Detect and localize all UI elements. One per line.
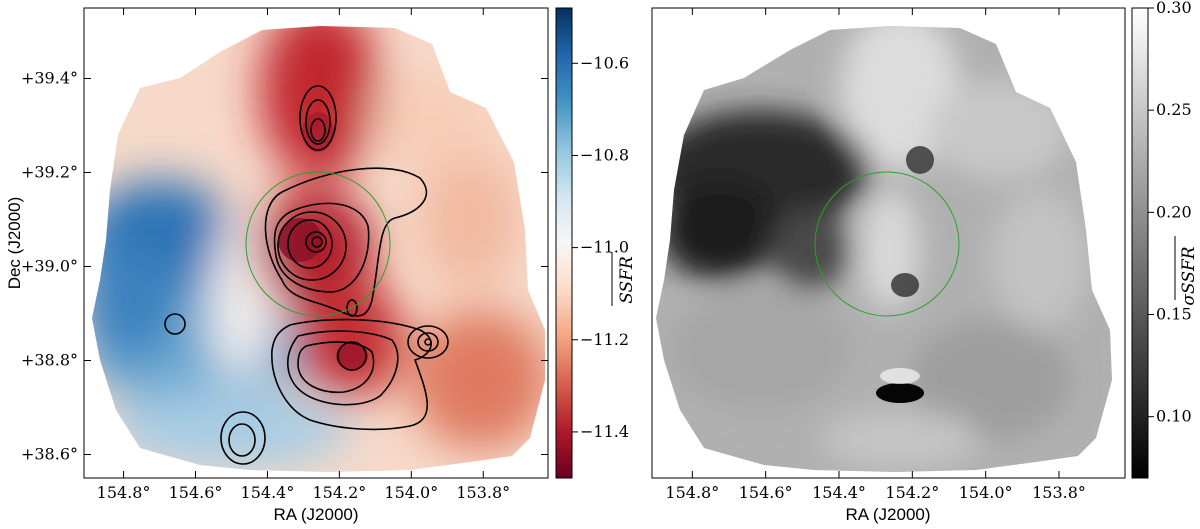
- x-tick-label: 154.8°: [665, 483, 719, 502]
- contour: [424, 338, 432, 346]
- contour: [305, 231, 327, 253]
- x-tick-label: 153.8°: [1032, 483, 1086, 502]
- y-tick-label: +39.0°: [21, 257, 78, 276]
- right-xlabel: RA (J2000): [845, 505, 930, 524]
- right-colorbar: 0.30 0.25 0.20 0.15 0.10 σSSFR: [1131, 0, 1199, 479]
- cluster-circle: [245, 171, 391, 317]
- right-map: [656, 26, 1112, 472]
- left-axes-frame: [83, 7, 549, 479]
- colorbar-tick-label: 0.25: [1156, 100, 1192, 119]
- colorbar-tick-label: 0.15: [1156, 305, 1192, 324]
- contour: [271, 318, 432, 431]
- contour: [299, 85, 337, 151]
- right-ticks: 154.8° 154.6° 154.4° 154.2° 154.0° 153.8°: [665, 8, 1086, 502]
- x-tick-label: 154.6°: [169, 483, 223, 502]
- y-tick-label: +38.6°: [21, 445, 78, 464]
- colorbar-tick-label: 0.30: [1156, 0, 1192, 17]
- contour: [264, 167, 427, 317]
- contour: [310, 118, 326, 142]
- y-tick-label: +38.8°: [21, 351, 78, 370]
- contour: [337, 341, 367, 371]
- x-tick-label: 154.2°: [885, 483, 939, 502]
- contour: [228, 423, 256, 457]
- left-map: [92, 26, 545, 472]
- x-tick-label: 154.2°: [312, 483, 366, 502]
- cluster-circle: [814, 171, 960, 317]
- colorbar-tick-label: −11.0: [580, 238, 629, 257]
- contour: [346, 299, 358, 317]
- left-ticks: 154.8° 154.6° 154.4° 154.2° 154.0° 153.8° +38.…: [21, 8, 548, 502]
- x-tick-label: 153.8°: [456, 483, 510, 502]
- contours: [164, 85, 449, 465]
- x-tick-label: 154.6°: [739, 483, 793, 502]
- contour: [305, 99, 331, 145]
- left-ylabel: Dec (J2000): [5, 197, 24, 290]
- contour: [407, 325, 449, 359]
- left-colorbar: −10.6 −10.8 −11.0 −11.2 −11.4 SSFR: [555, 7, 637, 479]
- x-tick-label: 154.0°: [384, 483, 438, 502]
- colorbar-tick-label: −10.6: [580, 53, 629, 72]
- right-colorbar-label: σSSFR: [1179, 246, 1199, 305]
- contour: [297, 341, 375, 394]
- left-colorbar-gradient: [555, 7, 573, 479]
- contour: [287, 330, 399, 406]
- x-tick-label: 154.4°: [812, 483, 866, 502]
- y-tick-label: +39.2°: [21, 163, 78, 182]
- contour: [220, 411, 266, 465]
- contour: [311, 236, 323, 248]
- right-colorbar-ticks: 0.30 0.25 0.20 0.15 0.10: [1148, 0, 1192, 426]
- right-axes-frame: [651, 7, 1126, 479]
- colorbar-tick-label: 0.10: [1156, 407, 1192, 426]
- colorbar-tick-label: −10.8: [580, 145, 629, 164]
- contour: [417, 332, 439, 352]
- x-tick-label: 154.0°: [959, 483, 1013, 502]
- x-tick-label: 154.4°: [241, 483, 295, 502]
- contour: [287, 219, 333, 269]
- left-colorbar-label: SSFR: [617, 256, 637, 304]
- contour: [273, 202, 370, 293]
- contour: [277, 211, 347, 281]
- right-colorbar-gradient: [1131, 7, 1149, 479]
- colorbar-tick-label: −11.2: [580, 330, 629, 349]
- left-xlabel: RA (J2000): [273, 505, 358, 524]
- colorbar-tick-label: 0.20: [1156, 202, 1192, 221]
- contour: [164, 313, 186, 335]
- y-tick-label: +39.4°: [21, 69, 78, 88]
- colorbar-tick-label: −11.4: [580, 422, 629, 441]
- left-colorbar-ticks: −10.6 −10.8 −11.0 −11.2 −11.4: [572, 53, 629, 441]
- x-tick-label: 154.8°: [97, 483, 151, 502]
